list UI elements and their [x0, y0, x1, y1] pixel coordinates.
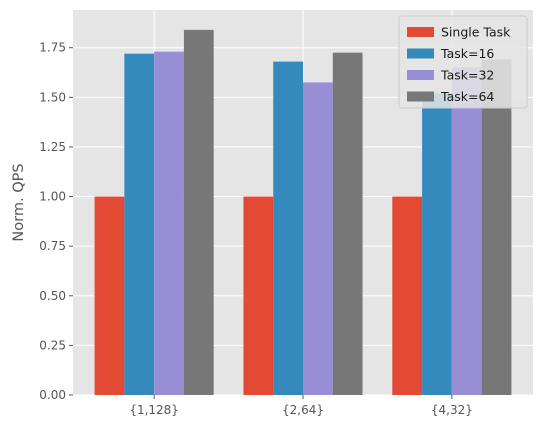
bar-task-16-0: [124, 54, 154, 395]
legend-swatch: [407, 27, 434, 37]
bar-task-32-1: [303, 82, 333, 395]
bar-task-16-1: [273, 62, 303, 395]
x-tick-label: {1,128}: [129, 403, 179, 417]
bar-single-task-0: [95, 197, 125, 395]
legend-label: Single Task: [441, 25, 511, 40]
bar-task-64-2: [482, 60, 512, 395]
legend-swatch: [407, 49, 434, 59]
x-ticks: {1,128} {2,64} {4,32}: [129, 395, 473, 417]
bar-task-32-2: [452, 68, 482, 395]
y-tick-label: 1.50: [39, 90, 66, 104]
y-tick-label: 0.25: [39, 338, 66, 352]
legend-label: Task=64: [440, 89, 494, 104]
legend-label: Task=32: [440, 68, 494, 83]
x-tick-label: {2,64}: [282, 403, 324, 417]
y-tick-label: 1.75: [39, 41, 66, 55]
legend: Single Task Task=16 Task=32 Task=64: [399, 16, 527, 108]
y-ticks: 0.00 0.25 0.50 0.75 1.00 1.25 1.50 1.75: [39, 41, 73, 402]
legend-label: Task=16: [440, 46, 494, 61]
bar-task-16-2: [422, 93, 452, 395]
y-tick-label: 0.00: [39, 388, 66, 402]
y-axis-label: Norm. QPS: [11, 163, 27, 241]
bar-task-32-0: [154, 52, 184, 395]
y-tick-label: 1.25: [39, 140, 66, 154]
bar-single-task-2: [392, 197, 422, 395]
bar-task-64-1: [333, 53, 363, 395]
y-tick-label: 1.00: [39, 190, 66, 204]
bar-single-task-1: [243, 197, 273, 395]
bar-task-64-0: [184, 30, 214, 395]
legend-swatch: [407, 92, 434, 102]
legend-swatch: [407, 70, 434, 80]
y-tick-label: 0.50: [39, 289, 66, 303]
y-tick-label: 0.75: [39, 239, 66, 253]
x-tick-label: {4,32}: [431, 403, 473, 417]
